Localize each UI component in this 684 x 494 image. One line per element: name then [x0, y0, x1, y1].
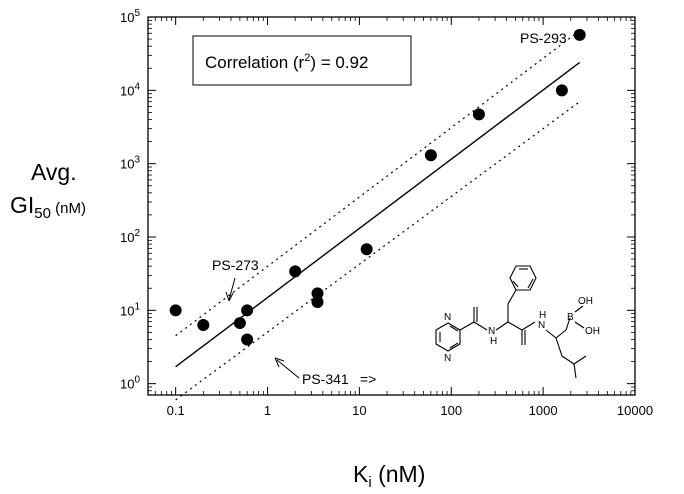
- atom-n2: N: [444, 353, 451, 364]
- atom-b: B: [567, 312, 574, 323]
- y-tick-label: 104: [120, 81, 140, 98]
- data-point: [311, 287, 324, 300]
- y-tick-label: 103: [120, 155, 140, 172]
- x-tick-label: 10000: [617, 403, 653, 418]
- bortezomib-structure: [435, 265, 587, 379]
- data-point: [472, 108, 485, 121]
- arrowhead-ps-273: [225, 291, 234, 302]
- atom-oh2: OH: [585, 326, 600, 337]
- data-point: [241, 304, 254, 317]
- data-point: [241, 333, 254, 346]
- y-axis-title-line1: Avg.: [31, 159, 77, 185]
- data-point: [573, 28, 586, 41]
- x-tick-label: 1: [264, 403, 271, 418]
- x-tick-label: 0.1: [167, 403, 185, 418]
- data-point: [555, 84, 568, 97]
- data-point: [197, 319, 210, 332]
- atom-n3: N: [488, 326, 495, 337]
- x-axis-title: Ki (nM): [353, 461, 425, 491]
- regression-line: [175, 61, 581, 368]
- annotation-ps-293: PS-293: [520, 30, 567, 46]
- data-point: [233, 317, 246, 330]
- atom-n4: N: [538, 320, 545, 331]
- annotation-ps-341: PS-341: [302, 371, 349, 387]
- annotation-ps-273: PS-273: [212, 257, 259, 273]
- plot-frame: [147, 16, 636, 396]
- y-axis-title-line2: GI50 (nM): [10, 192, 86, 222]
- data-point: [311, 295, 324, 308]
- x-tick-labels: 0.1 1 10 100 1000 10000: [167, 403, 653, 418]
- y-tick-labels: 100 101 102 103 104 105: [120, 8, 140, 392]
- x-tick-label: 100: [440, 403, 462, 418]
- x-tick-label: 10: [352, 403, 366, 418]
- y-tick-label: 100: [120, 375, 140, 392]
- y-tick-label: 101: [120, 301, 140, 318]
- annotation-arrow-symbol: =>: [360, 371, 376, 387]
- upper-confidence-line: [175, 30, 581, 337]
- data-points: [169, 28, 586, 346]
- data-point: [424, 149, 437, 162]
- atom-n1: N: [444, 312, 451, 323]
- y-tick-label: 105: [120, 8, 140, 25]
- structure-atom-labels: N N H N H N B OH OH: [444, 296, 600, 364]
- data-point: [360, 243, 373, 256]
- atom-h1: H: [490, 336, 497, 347]
- correlation-box: [192, 35, 412, 86]
- x-tick-label: 1000: [529, 403, 558, 418]
- arrowhead-ps-341: [274, 357, 285, 368]
- axis-ticks: [148, 16, 636, 396]
- lower-confidence-line: [175, 101, 581, 401]
- annotation-arrow-ps-341: [276, 359, 300, 379]
- annotation-arrow-ps-273: [228, 277, 236, 301]
- atom-oh1: OH: [578, 296, 593, 307]
- correlation-text: Correlation (r2) = 0.92: [205, 52, 368, 72]
- y-tick-label: 102: [120, 228, 140, 245]
- data-point: [289, 265, 302, 278]
- atom-h2: H: [539, 310, 546, 321]
- data-point: [169, 304, 182, 317]
